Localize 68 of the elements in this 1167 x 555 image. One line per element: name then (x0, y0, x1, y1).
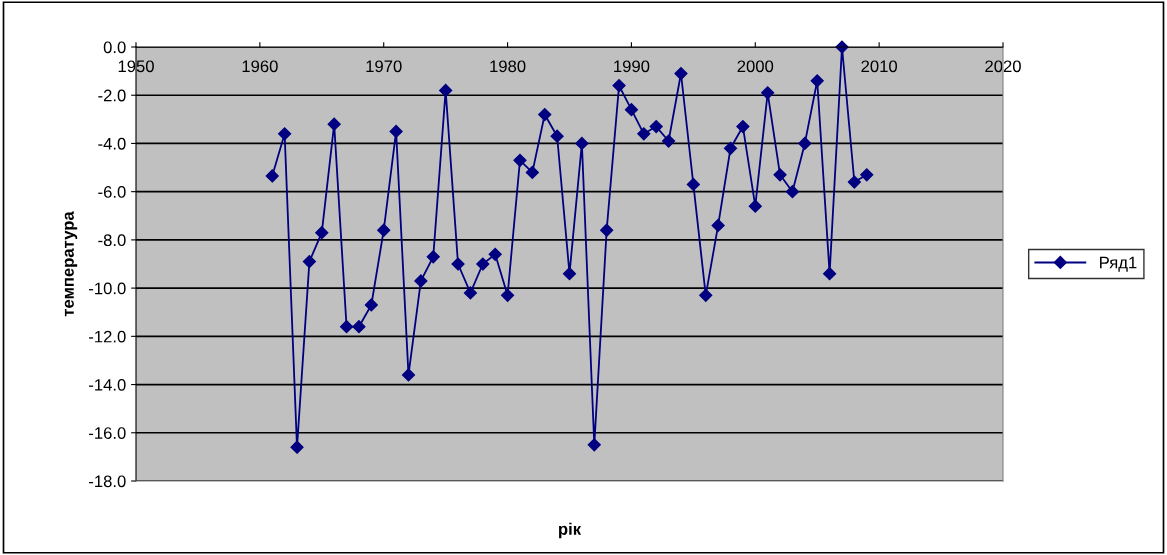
point (600, 223, 614, 237)
x-tick-label: 2000 (737, 60, 774, 73)
x-axis-title: рік (559, 522, 582, 539)
y-tick-label: -12.0 (89, 330, 126, 343)
point (513, 153, 527, 167)
point (612, 78, 626, 93)
point (562, 267, 577, 281)
point (748, 199, 762, 213)
point (711, 218, 725, 233)
point (823, 267, 837, 281)
point (550, 129, 564, 143)
point (352, 320, 366, 334)
y-tick-label: -6.0 (98, 186, 126, 198)
point (661, 134, 676, 148)
point (847, 175, 861, 189)
point (810, 74, 824, 88)
y-tick-label: -18.0 (89, 475, 126, 488)
point (389, 124, 403, 138)
point (476, 257, 490, 271)
x-tick-label: 2010 (861, 60, 898, 73)
point (463, 286, 478, 300)
point (860, 168, 874, 182)
y-tick-label: -10.0 (89, 282, 126, 295)
point (290, 440, 304, 454)
point (265, 169, 279, 183)
y-axis-title: температура (64, 211, 78, 317)
point (364, 298, 378, 312)
point (525, 165, 539, 179)
point (488, 247, 502, 261)
point (377, 223, 391, 237)
y-tick-label: -2.0 (98, 89, 126, 102)
legend-label: Ряд1 (1100, 256, 1137, 272)
x-tick-label: 1960 (242, 60, 278, 73)
point (327, 117, 341, 131)
point (785, 185, 800, 199)
point (723, 141, 738, 155)
point (302, 255, 316, 269)
x-tick-label: 2020 (985, 60, 1021, 73)
point (401, 368, 416, 382)
y-tick-label: -8.0 (98, 234, 126, 247)
point (500, 288, 515, 302)
point (414, 274, 428, 288)
point (575, 136, 589, 151)
point (451, 257, 465, 271)
point (439, 83, 453, 97)
point (587, 438, 601, 452)
point (736, 119, 750, 134)
point (798, 136, 812, 151)
y-tick-label: 0.0 (103, 41, 126, 54)
y-tick-label: -16.0 (89, 427, 126, 439)
point (339, 320, 354, 334)
point (426, 250, 440, 264)
point (538, 107, 552, 122)
point (649, 119, 663, 134)
x-tick-label: 1990 (614, 60, 650, 73)
y-tick-label: -14.0 (89, 378, 126, 391)
x-tick-label: 1970 (366, 60, 402, 73)
point (674, 66, 688, 81)
y-tick-label: -4.0 (98, 137, 126, 150)
x-tick-label: 1980 (490, 60, 526, 73)
point (315, 226, 329, 240)
point (686, 177, 700, 192)
point (278, 127, 292, 141)
point (773, 168, 787, 182)
point (699, 288, 713, 302)
point (761, 86, 775, 100)
point (624, 103, 639, 117)
point (637, 127, 651, 141)
